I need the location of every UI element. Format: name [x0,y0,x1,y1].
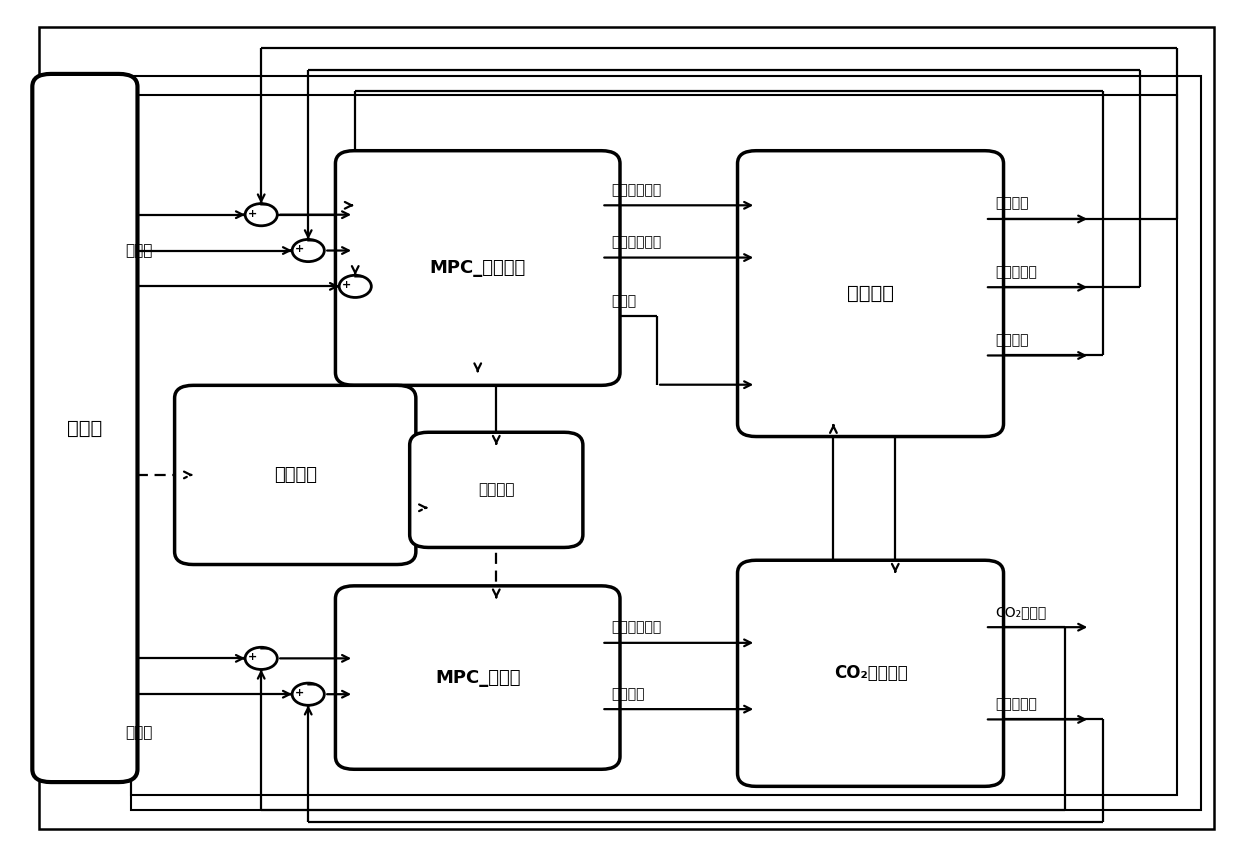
Text: 再沸器温度: 再沸器温度 [994,697,1037,711]
Circle shape [293,240,325,262]
Text: 设定值: 设定值 [125,725,153,740]
Text: 给水阀门开度: 给水阀门开度 [611,235,662,249]
FancyBboxPatch shape [738,560,1003,787]
Text: 贫液流量: 贫液流量 [611,687,645,701]
Text: 调度层: 调度层 [67,419,103,437]
Text: 模式选择: 模式选择 [274,466,316,484]
Text: 输出功率: 输出功率 [994,197,1028,211]
Text: 主汽压力: 主汽压力 [994,333,1028,348]
Text: 给煤量: 给煤量 [611,294,636,308]
Text: −: − [258,643,269,656]
FancyBboxPatch shape [336,586,620,770]
Circle shape [246,647,278,669]
Text: CO₂捕集系统: CO₂捕集系统 [833,664,908,682]
Text: +: + [248,652,257,663]
Text: −: − [305,235,316,247]
Text: 燃煤电站: 燃煤电站 [847,284,894,303]
Text: +: + [295,688,304,698]
Text: 设定值: 设定值 [125,243,153,258]
Text: 烟气预估: 烟气预估 [479,483,515,497]
Text: 中间点焓值: 中间点焓值 [994,265,1037,279]
Text: CO₂捕集率: CO₂捕集率 [994,605,1047,619]
Text: −: − [352,270,363,283]
Bar [131,95,1177,795]
Text: MPC_碳捕集: MPC_碳捕集 [435,669,521,687]
FancyBboxPatch shape [175,385,415,564]
FancyBboxPatch shape [409,432,583,548]
Text: −: − [305,678,316,692]
Bar [131,76,1202,811]
FancyBboxPatch shape [32,74,138,782]
Circle shape [340,276,371,297]
Text: +: + [342,280,351,290]
Text: 汽机阀门开度: 汽机阀门开度 [611,183,662,197]
Text: +: + [295,245,304,254]
FancyBboxPatch shape [738,151,1003,437]
Circle shape [293,683,325,705]
FancyBboxPatch shape [336,151,620,385]
Text: MPC_燃煤电站: MPC_燃煤电站 [429,259,526,277]
Circle shape [246,204,278,226]
Text: +: + [248,209,257,218]
Text: 汽机抽汽流量: 汽机抽汽流量 [611,621,662,634]
Text: −: − [258,199,269,211]
